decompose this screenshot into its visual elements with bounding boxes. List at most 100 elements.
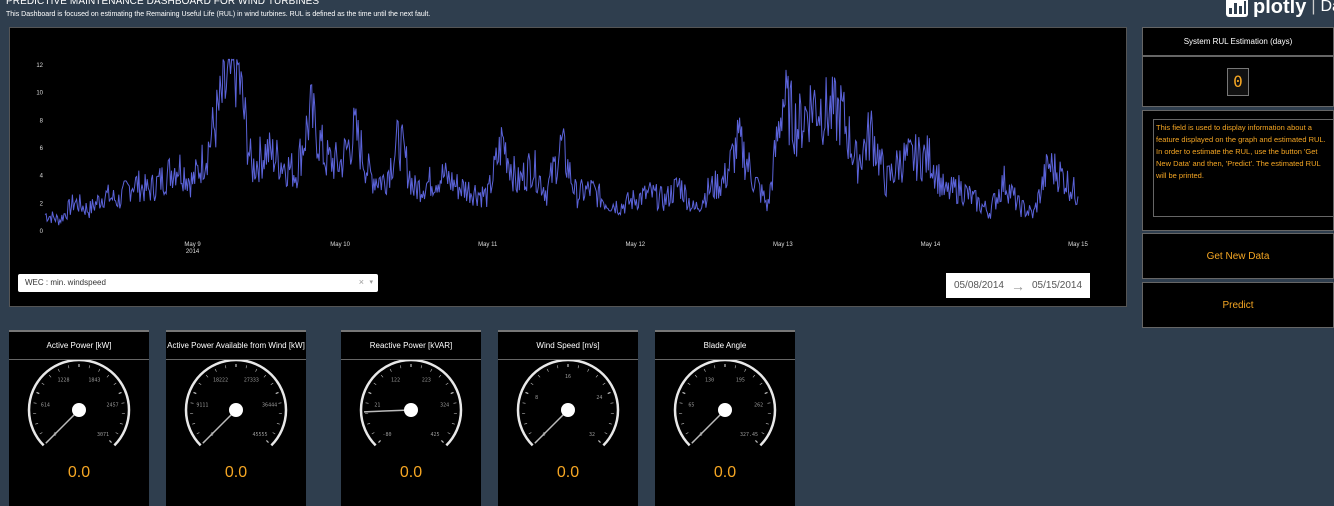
start-date-input[interactable]: 05/08/2014 [954,280,1004,291]
x-tick-label: May 11 [478,242,498,248]
gauge-tick [374,383,376,385]
gauge-tick [256,369,257,372]
gauge-tick [557,365,558,368]
gauge-needle [692,410,725,443]
gauge-value: 0.0 [341,464,481,482]
gauge-tick [529,432,532,434]
gauge-tick [596,375,598,377]
predict-button[interactable]: Predict [1142,282,1334,328]
x-tick-label: May 10 [330,242,350,248]
gauge-needle [535,410,568,443]
gauge-tick-label: 425 [431,432,440,438]
gauge-tick [439,375,441,377]
gauge-dial: 065130195262327.45 [655,360,795,470]
brand-suffix: Da [1321,0,1334,16]
gauge-hub [72,403,86,417]
page-subtitle: This Dashboard is focused on estimating … [6,11,430,18]
gauge-tick [225,365,226,368]
gauge-value: 0.0 [655,464,795,482]
gauge-tick [37,392,40,393]
gauge-tick-label: 223 [422,378,431,384]
gauge-tick [421,365,422,368]
gauge-tick-label: 614 [41,403,50,409]
gauge-tick [273,432,276,434]
gauge-tick [99,369,100,372]
gauge-tick [714,365,715,368]
gauge-tick [194,392,197,393]
gauge-title: Blade Angle [655,332,795,360]
x-tick-label: May 13 [773,242,793,248]
gauge-tick [199,383,201,385]
y-tick-label: 4 [40,174,44,180]
gauge-tick [246,365,247,368]
gauge-tick-label: 16 [565,374,571,380]
gauge-tick [681,423,684,424]
gauge-title: Active Power Available from Wind [kW] [166,332,306,360]
gauge-arc [518,360,618,445]
info-textarea[interactable]: This field is used to display informatio… [1153,119,1334,217]
rul-display: 0 [1142,56,1334,107]
x-tick-label: May 15 [1068,242,1088,248]
gauge-tick-label: 8 [535,395,538,401]
clear-icon[interactable]: × [359,277,364,287]
gauge-tick-label: 1228 [58,378,70,384]
gauge-tick [215,369,216,372]
gauge-tick [277,423,280,424]
gauge-tick [271,383,273,385]
gauge-tick [40,432,43,434]
get-new-data-button[interactable]: Get New Data [1142,233,1334,279]
gauge-tick-label: 18222 [213,378,228,384]
gauge-needle [203,410,236,443]
feature-dropdown[interactable]: WEC : min. windspeed × ▾ [18,274,378,292]
gauge-tick-label: 21 [374,403,380,409]
gauge-tick [264,375,266,377]
gauge-tick [390,369,391,372]
gauge-hub [561,403,575,417]
gauge-tick [753,375,755,377]
series-line-min-windspeed[interactable] [45,59,1078,225]
gauge-tick [192,423,195,424]
gauge-tick [605,432,608,434]
gauge-tick [114,383,116,385]
gauge-needle [364,410,411,412]
gauge-tick-label: 262 [754,403,763,409]
gauge-tick [107,375,109,377]
gauge-tick-label: 130 [705,378,714,384]
gauge-tick [688,383,690,385]
gauge-tick [578,365,579,368]
gauge-hub [229,403,243,417]
gauge-tick [441,440,443,442]
gauge-tick [452,423,455,424]
gauge-tick [588,369,589,372]
gauge-dial: 06141228184324573071 [9,360,149,470]
gauge-tick [89,365,90,368]
plotly-logo[interactable]: plotly | Da [1226,0,1334,18]
gauge-tick-label: 122 [391,378,400,384]
end-date-input[interactable]: 05/15/2014 [1032,280,1082,291]
gauge-tick [68,365,69,368]
gauge-tick [760,383,762,385]
gauge-tick [735,365,736,368]
gauge-tick [369,392,372,393]
bar-chart-icon [1226,0,1248,17]
y-tick-label: 12 [36,63,43,69]
gauge-tick [266,440,268,442]
gauge-tick [42,383,44,385]
gauge-tick [431,369,432,372]
x-tick-label: May 14 [921,242,941,248]
chevron-down-icon[interactable]: ▾ [369,278,373,286]
info-panel: This field is used to display informatio… [1142,110,1334,231]
gauge-tick-label: 32 [589,432,595,438]
gauge-tick-label: 9111 [196,403,208,409]
y-tick-label: 6 [40,146,44,152]
gauge-tick [451,392,454,393]
date-range-picker[interactable]: 05/08/2014 → 05/15/2014 [946,273,1090,298]
page-title: PREDICTIVE MAINTENANCE DASHBOARD FOR WIN… [6,0,319,7]
gauge-tick [446,383,448,385]
gauge-hub [404,403,418,417]
gauge-tick [683,392,686,393]
gauge-tick [762,432,765,434]
gauge-tick [35,423,38,424]
